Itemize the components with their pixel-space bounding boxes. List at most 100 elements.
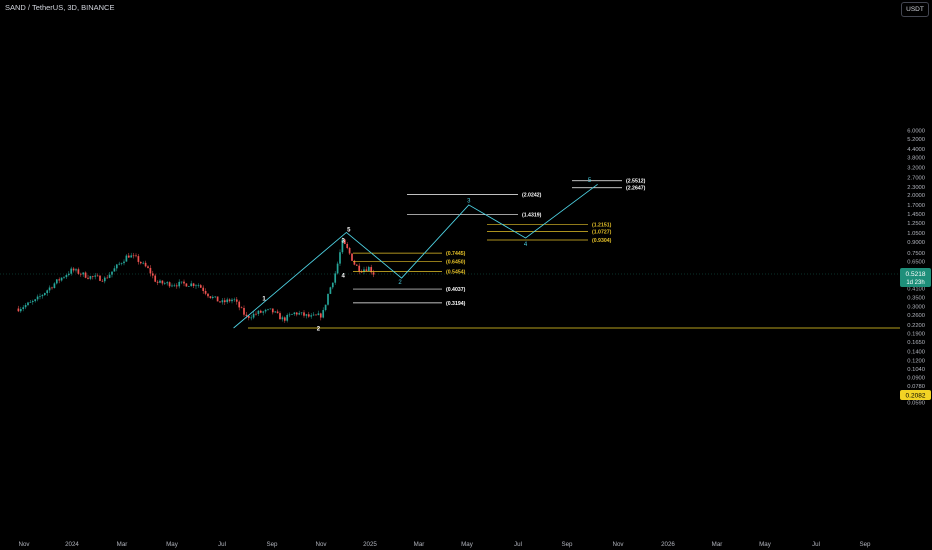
candle-body <box>247 315 250 318</box>
y-tick-label: 0.0780 <box>907 384 925 390</box>
fib-level-label: (2.2647) <box>626 186 646 192</box>
candle-body <box>353 260 356 265</box>
candle-body <box>75 269 77 271</box>
candle-body <box>216 296 219 302</box>
candle-body <box>329 287 332 294</box>
candle-body <box>211 296 214 299</box>
y-tick-label: 0.1200 <box>907 359 925 365</box>
candle-body <box>271 308 274 313</box>
y-tick-label: 0.2200 <box>907 323 925 329</box>
y-tick-label: 1.2500 <box>907 221 925 227</box>
candle-body <box>24 305 27 308</box>
candle-body <box>303 312 305 316</box>
candle-body <box>250 317 253 319</box>
candle-body <box>363 269 365 272</box>
candle-body <box>214 296 217 298</box>
candle-body <box>27 302 29 306</box>
candle-body <box>175 285 178 287</box>
candle-body <box>118 263 121 265</box>
candle-body <box>279 313 281 320</box>
candle-body <box>187 286 190 287</box>
candle-body <box>190 283 193 287</box>
candle-body <box>298 313 301 315</box>
candle-body <box>39 296 41 297</box>
candle-body <box>63 277 65 278</box>
candle-body <box>94 275 97 277</box>
candle-body <box>276 311 279 314</box>
y-tick-label: 2.0000 <box>907 193 925 199</box>
x-tick-label: 2026 <box>661 541 675 548</box>
candle-body <box>161 280 164 284</box>
y-tick-label: 0.7500 <box>907 251 925 257</box>
candle-body <box>269 308 272 310</box>
candle-body <box>180 281 183 283</box>
candle-body <box>228 299 231 302</box>
candle-body <box>41 295 44 297</box>
wave-counts: 1 2 3 4 5 2 3 4 5 <box>262 178 592 332</box>
candle-body <box>281 317 284 320</box>
candle-body <box>67 273 70 276</box>
candle-body <box>360 271 363 273</box>
fib-levels: (2.5512)(2.2647) (2.0242) (1.4319) (1.2151)… <box>353 179 646 307</box>
candle-body <box>139 261 142 264</box>
fib-level-label: (2.0242) <box>522 192 542 198</box>
candle-body <box>221 300 224 303</box>
y-tick-label: 0.1400 <box>907 350 925 356</box>
candle-body <box>264 309 267 312</box>
wave-count-label: 2 <box>398 280 402 286</box>
candle-body <box>267 309 269 310</box>
x-tick-label: Mar <box>712 541 723 548</box>
y-tick-label: 0.6500 <box>907 259 925 265</box>
y-axis-labels: 6.0000 5.2000 4.4000 3.8000 3.2000 2.7000 2.30… <box>907 129 925 407</box>
fib-level-label: (0.5454) <box>446 269 466 275</box>
fib-level-label: (1.0727) <box>592 230 612 236</box>
candle-body <box>243 308 245 315</box>
candlesticks <box>17 237 375 323</box>
candle-body <box>312 314 315 316</box>
candle-body <box>70 268 73 274</box>
candle-body <box>87 277 89 279</box>
candle-body <box>127 255 130 258</box>
x-tick-label: May <box>461 541 474 548</box>
y-tick-label: 0.0900 <box>907 375 925 381</box>
candle-body <box>53 283 56 288</box>
currency-button[interactable]: USDT <box>901 2 929 17</box>
candle-body <box>199 285 202 288</box>
y-tick-label: 0.4100 <box>907 286 925 292</box>
y-tick-label: 2.7000 <box>907 176 925 182</box>
x-tick-label: Mar <box>414 541 425 548</box>
candle-body <box>310 315 313 317</box>
candle-body <box>315 314 317 316</box>
x-tick-label: Sep <box>266 541 278 548</box>
candle-body <box>331 282 334 288</box>
fib-level-label: (0.9304) <box>592 238 612 244</box>
candle-body <box>130 255 133 258</box>
candle-body <box>48 287 51 291</box>
fib-level-label: (0.6450) <box>446 260 466 266</box>
candle-body <box>65 275 68 278</box>
current-price-tag <box>900 268 931 287</box>
candle-body <box>235 299 238 302</box>
wave-projection-line <box>233 183 598 329</box>
candle-body <box>307 314 310 317</box>
candle-body <box>185 283 188 287</box>
candle-body <box>19 308 22 312</box>
symbol-title[interactable]: SAND / TetherUS, 3D, BINANCE <box>5 3 115 12</box>
x-tick-label: Sep <box>561 541 573 548</box>
wave-count-label: 4 <box>342 273 346 279</box>
y-tick-label: 1.4500 <box>907 212 925 218</box>
x-tick-label: 2024 <box>65 541 79 548</box>
candle-body <box>60 277 63 281</box>
y-tick-label: 0.2600 <box>907 313 925 319</box>
candle-body <box>231 299 233 302</box>
x-tick-label: Jul <box>218 541 226 548</box>
candle-body <box>367 267 370 271</box>
y-tick-label: 2.3000 <box>907 185 925 191</box>
candle-body <box>147 266 149 268</box>
candle-body <box>22 307 25 309</box>
candle-body <box>305 314 308 316</box>
wave-projection <box>233 183 598 329</box>
candle-body <box>89 276 92 279</box>
candle-body <box>77 269 80 274</box>
